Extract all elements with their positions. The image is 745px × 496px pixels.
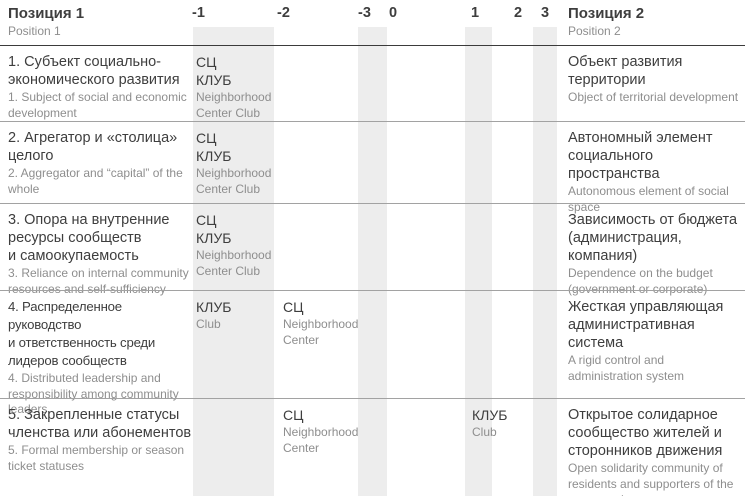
position1-title: Позиция 1 <box>8 5 85 22</box>
scale-label-zero: 0 <box>389 5 398 21</box>
mark-en: Club <box>472 425 497 439</box>
scale-stripe-minus1 <box>193 27 274 496</box>
scale-label-minus3: -3 <box>358 5 371 21</box>
mark-en: Neighborhood Center Club <box>196 90 272 120</box>
position1-cell: 2. Агрегатор и «столица» целого 2. Aggre… <box>8 129 192 197</box>
position1-cell: 5. Закрепленные статусы членства или або… <box>8 406 192 474</box>
position1-subtitle: Position 1 <box>8 24 61 38</box>
position1-text-ru: 5. Закрепленные статусы членства или або… <box>8 407 192 441</box>
mark-en: Club <box>196 317 221 331</box>
position2-cell: Зависимость от бюджета (администрация, к… <box>568 211 744 297</box>
position1-text-ru: 4. Распределенное руководство и ответств… <box>8 299 156 368</box>
scale-label-plus3: 3 <box>541 5 550 21</box>
position1-text-en: 3. Reliance on internal community resour… <box>8 266 189 296</box>
position2-text-ru: Жесткая управляющая административная сис… <box>568 299 724 351</box>
position2-text-en: Open solidarity community of residents a… <box>568 461 734 496</box>
position1-text-en: 4. Distributed leadership and responsibi… <box>8 371 179 416</box>
mark-ru: СЦ <box>283 299 304 315</box>
table-row: 5. Закрепленные статусы членства или або… <box>0 398 745 496</box>
position2-text-ru: Открытое солидарное сообщество жителей и… <box>568 407 723 459</box>
scale-cell-minus2: СЦ Neighborhood Center <box>283 298 359 348</box>
mark-ru: СЦ <box>283 407 304 423</box>
position2-subtitle: Position 2 <box>568 24 621 38</box>
position2-text-ru: Зависимость от бюджета (администрация, к… <box>568 212 738 264</box>
position2-cell: Объект развития территории Object of ter… <box>568 53 744 106</box>
scale-cell-minus1: СЦ КЛУБ Neighborhood Center Club <box>196 211 272 279</box>
position2-title: Позиция 2 <box>568 5 645 22</box>
position1-text-en: 2. Aggregator and “capital” of the whole <box>8 166 183 196</box>
scale-label-plus1: 1 <box>471 5 480 21</box>
table-header: Позиция 1 Position 1 -1 -2 -3 0 1 2 3 По… <box>0 0 745 46</box>
position1-text-ru: 1. Субъект социально- экономического раз… <box>8 54 180 88</box>
position2-cell: Жесткая управляющая административная сис… <box>568 298 744 384</box>
scale-cell-minus1: СЦ КЛУБ Neighborhood Center Club <box>196 129 272 197</box>
mark-en: Neighborhood Center Club <box>196 166 272 196</box>
scale-label-plus2: 2 <box>514 5 523 21</box>
position1-cell: 3. Опора на внутренние ресурсы сообществ… <box>8 211 192 297</box>
scale-stripe-plus3 <box>533 27 557 496</box>
scale-cell-minus1: СЦ КЛУБ Neighborhood Center Club <box>196 53 272 121</box>
position1-text-ru: 3. Опора на внутренние ресурсы сообществ… <box>8 212 170 264</box>
mark-ru: КЛУБ <box>196 299 232 315</box>
position2-text-en: A rigid control and administration syste… <box>568 353 685 383</box>
position2-text-en: Dependence on the budget (government or … <box>568 266 713 296</box>
mark-en: Neighborhood Center Club <box>196 248 272 278</box>
position2-header: Позиция 2 Position 2 <box>568 5 644 39</box>
table-row: 1. Субъект социально- экономического раз… <box>0 46 745 121</box>
scale-cell-minus1: КЛУБ Club <box>196 298 272 333</box>
scale-stripe-plus1 <box>465 27 492 496</box>
position1-text-en: 5. Formal membership or season ticket st… <box>8 443 185 473</box>
mark-ru: СЦ КЛУБ <box>196 54 232 88</box>
position2-text-ru: Объект развития территории <box>568 54 683 88</box>
position1-text-ru: 2. Агрегатор и «столица» целого <box>8 130 178 164</box>
scale-stripe-minus3 <box>358 27 387 496</box>
position1-header: Позиция 1 Position 1 <box>8 5 84 39</box>
position1-text-en: 1. Subject of social and economic develo… <box>8 90 187 120</box>
scale-cell-plus1: КЛУБ Club <box>472 406 532 441</box>
position2-text-en: Object of territorial development <box>568 90 739 104</box>
mark-en: Neighborhood Center <box>283 425 359 455</box>
table-row: 4. Распределенное руководство и ответств… <box>0 290 745 416</box>
mark-ru: СЦ КЛУБ <box>196 130 232 164</box>
scale-cell-minus2: СЦ Neighborhood Center <box>283 406 359 456</box>
scale-label-minus1: -1 <box>192 5 205 21</box>
mark-ru: КЛУБ <box>472 407 508 423</box>
position1-cell: 4. Распределенное руководство и ответств… <box>8 298 192 418</box>
table-row: 2. Агрегатор и «столица» целого 2. Aggre… <box>0 121 745 214</box>
mark-ru: СЦ КЛУБ <box>196 212 232 246</box>
position1-cell: 1. Субъект социально- экономического раз… <box>8 53 192 121</box>
position2-cell: Открытое солидарное сообщество жителей и… <box>568 406 744 496</box>
mark-en: Neighborhood Center <box>283 317 359 347</box>
position2-text-ru: Автономный элемент социального пространс… <box>568 130 713 182</box>
table-row: 3. Опора на внутренние ресурсы сообществ… <box>0 203 745 296</box>
scale-label-minus2: -2 <box>277 5 290 21</box>
